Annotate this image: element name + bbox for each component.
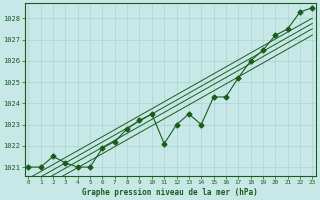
X-axis label: Graphe pression niveau de la mer (hPa): Graphe pression niveau de la mer (hPa) [83, 188, 258, 197]
